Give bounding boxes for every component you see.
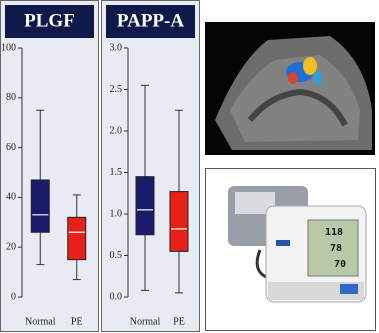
y-tick-label: 20 [6, 241, 16, 252]
x-tick-label: PE [173, 316, 185, 327]
y-tick-label: 60 [6, 142, 16, 153]
y-tick-label: 100 [1, 42, 16, 53]
x-tick-label: Normal [130, 316, 161, 327]
panel [0, 0, 99, 332]
title-box [5, 5, 94, 38]
bp-monitor-photo: 118 78 70 [205, 168, 376, 331]
ultrasound-image [205, 22, 375, 155]
y-tick-label: 40 [6, 192, 16, 203]
y-tick-label: 1.5 [110, 167, 123, 178]
title-box [106, 5, 195, 38]
box [135, 176, 155, 236]
y-tick-label: 0.0 [110, 291, 123, 302]
y-tick-label: 1.0 [110, 208, 123, 219]
pulse: 70 [334, 259, 346, 270]
y-tick-label: 2.0 [110, 125, 123, 136]
x-tick-label: Normal [25, 316, 56, 327]
chart-title: PLGF [24, 10, 75, 31]
box [67, 216, 87, 261]
y-tick-label: 2.5 [110, 84, 123, 95]
y-tick-label: 80 [6, 92, 16, 103]
y-tick-label: 0.5 [110, 250, 123, 261]
panel [101, 0, 200, 332]
chart-title: PAPP-A [117, 10, 184, 31]
y-tick-label: 0 [11, 291, 16, 302]
box [30, 179, 50, 233]
systolic: 118 [325, 227, 343, 238]
box [169, 191, 189, 252]
x-tick-label: PE [71, 316, 83, 327]
diastolic: 78 [330, 243, 342, 254]
y-tick-label: 3.0 [110, 42, 123, 53]
